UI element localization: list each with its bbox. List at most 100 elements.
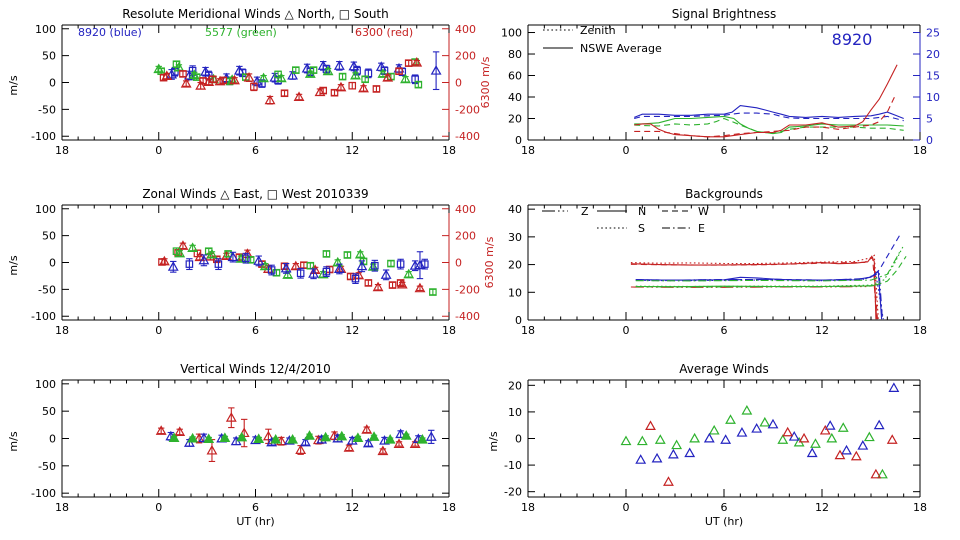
x-axis-label: UT (hr): [236, 515, 274, 528]
square-marker: [338, 72, 347, 81]
triangle-marker: [377, 445, 389, 456]
series-8920-nswe: [633, 105, 904, 120]
triangle-marker: [280, 262, 292, 273]
square-marker: [296, 269, 305, 278]
triangle-marker: [155, 425, 167, 435]
triangle-marker: [635, 454, 647, 464]
y-tick-label: 100: [35, 23, 56, 36]
square-marker: [371, 261, 379, 270]
y-tick-label: 50: [42, 50, 56, 63]
x-tick-label: 18: [913, 144, 927, 157]
triangle-marker: [850, 450, 862, 461]
series-6300: [645, 420, 898, 486]
triangle-marker: [380, 269, 392, 279]
x-tick-label: 18: [55, 144, 69, 157]
annotation-8920: 8920: [832, 30, 873, 49]
square-marker: [364, 279, 373, 287]
triangle-marker: [253, 433, 265, 444]
data-line: [635, 270, 883, 320]
triangle-marker: [166, 68, 178, 79]
y-tick-label: -50: [38, 103, 56, 116]
triangle-marker: [225, 412, 237, 422]
x-tick-label: 18: [521, 144, 535, 157]
triangle-marker: [870, 468, 882, 479]
y-tick-label: 0: [515, 134, 522, 147]
triangle-marker: [161, 70, 173, 81]
square-marker: [348, 81, 357, 90]
triangle-marker: [362, 437, 374, 448]
triangle-marker: [782, 426, 794, 437]
right-tick-label: 0: [455, 257, 462, 270]
y-tick-label: 100: [35, 203, 56, 216]
panel-title: Backgrounds: [685, 187, 763, 201]
triangle-marker: [168, 432, 180, 442]
triangle-marker: [393, 438, 405, 448]
data-line: [635, 250, 901, 282]
square-marker: [372, 85, 381, 93]
y-tick-label: -10: [504, 459, 522, 472]
triangle-marker: [886, 434, 898, 444]
triangle-marker: [841, 444, 852, 455]
data-line: [630, 256, 879, 320]
series-6300-nswe: [634, 64, 898, 138]
right-tick-label: -200: [455, 103, 480, 116]
triangle-marker: [308, 268, 319, 278]
triangle-marker: [203, 433, 215, 444]
square-marker: [224, 250, 232, 258]
x-tick-label: 18: [913, 324, 927, 337]
triangle-marker: [187, 432, 199, 443]
series-6300: [158, 240, 426, 293]
x-tick-label: 12: [345, 501, 359, 514]
triangle-marker: [806, 447, 818, 458]
triangle-marker: [227, 251, 239, 262]
triangle-marker: [180, 77, 192, 88]
triangle-marker: [877, 468, 888, 479]
triangle-marker: [645, 420, 656, 431]
triangle-marker: [651, 452, 663, 463]
square-marker: [219, 76, 228, 85]
data-line: [634, 94, 896, 138]
y-tick-label: -50: [38, 283, 56, 296]
square-marker: [429, 288, 437, 296]
x-tick-label: 0: [155, 501, 162, 514]
series-5577: [172, 242, 437, 296]
triangle-marker: [411, 56, 423, 67]
right-tick-label: -200: [455, 283, 480, 296]
data-line: [635, 232, 902, 281]
x-tick-label: 0: [623, 501, 630, 514]
right-tick-label: 20: [926, 48, 940, 61]
square-marker: [388, 281, 397, 289]
right-tick-label: 400: [455, 23, 476, 36]
y-tick-label: 100: [35, 378, 56, 391]
annotation-6300-red-: 6300 (red): [355, 26, 413, 39]
y-tick-label: 0: [49, 77, 56, 90]
triangle-marker: [320, 431, 332, 442]
series-6300-zenith: [634, 94, 896, 138]
triangle-marker: [741, 404, 753, 415]
x-tick-label: 18: [442, 324, 456, 337]
x-tick-label: 0: [623, 324, 630, 337]
triangle-marker: [819, 424, 831, 435]
right-tick-label: 15: [926, 70, 940, 83]
triangle-marker: [352, 432, 364, 442]
y-tick-label: 0: [49, 257, 56, 270]
right-tick-label: 200: [455, 230, 476, 243]
y-tick-label: 0: [515, 314, 522, 327]
triangle-marker: [620, 435, 632, 446]
triangle-marker: [333, 60, 345, 70]
triangle-marker: [350, 69, 361, 80]
panel-meridional-winds: 18 0 6 12 18-100-50050100-400-20002004006300…: [7, 7, 492, 157]
x-tick-label: 18: [521, 501, 535, 514]
triangle-marker: [264, 94, 276, 105]
square-marker: [292, 66, 300, 74]
x-tick-label: 12: [815, 501, 829, 514]
triangle-marker: [425, 431, 437, 441]
x-tick-label: 0: [155, 144, 162, 157]
triangle-marker: [282, 269, 294, 279]
triangle-marker: [810, 438, 821, 448]
y-tick-label: 0: [49, 433, 56, 446]
panel-average-winds: 18 0 6 12 18 -20 -10 0 10 20 Average Winds m/s UT (h…: [487, 362, 927, 528]
x-tick-label: 6: [252, 144, 259, 157]
triangle-marker: [262, 430, 274, 441]
